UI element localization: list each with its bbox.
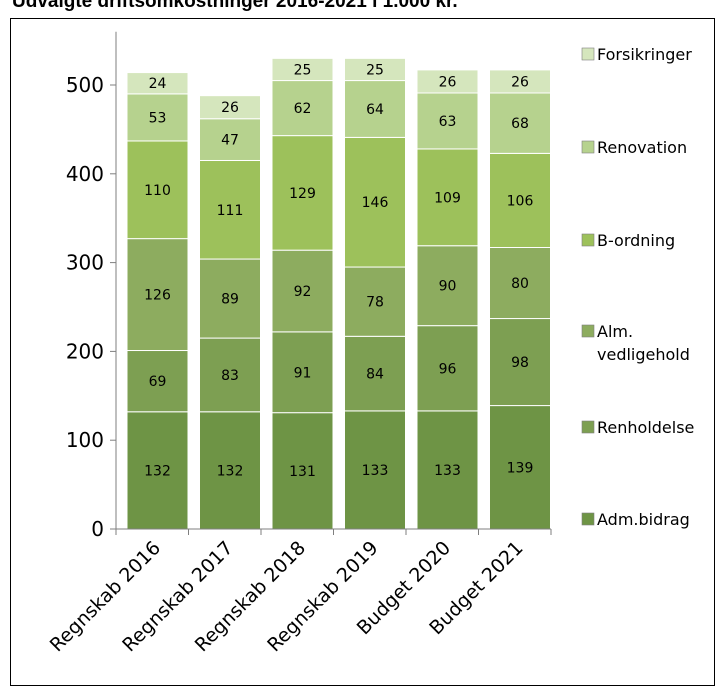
legend-swatch [581,47,595,61]
bar-segment [199,258,261,339]
y-tick-label: 200 [66,339,104,363]
bar-segment [271,135,334,251]
data-label: 111 [217,203,244,219]
data-label: 83 [221,368,239,384]
legend-label: Alm. [597,322,633,341]
data-label: 53 [149,110,167,126]
legend-label: Forsikringer [597,45,692,64]
data-label: 84 [366,367,384,383]
data-label: 25 [366,62,384,78]
bar-segment [489,405,551,530]
bar-segment [126,140,189,240]
data-label: 89 [221,292,239,308]
bar-segment [489,152,551,249]
y-tick-label: 400 [66,162,104,186]
legend-label: Renholdelse [597,418,694,437]
bar-segment [416,69,479,94]
legend-swatch [581,420,595,434]
y-tick-label: 0 [91,517,104,541]
data-label: 132 [144,463,171,479]
chart-title: Udvalgte driftsomkostninger 2016-2021 i … [12,0,458,12]
data-label: 109 [434,190,461,206]
bar-segment [489,247,551,320]
bar-segment [271,249,334,333]
bar-segment [416,325,479,412]
data-label: 106 [507,193,534,209]
bar-segment [271,331,334,414]
legend-label: Renovation [597,138,687,157]
data-label: 25 [294,62,312,78]
bar-segment [199,337,261,413]
data-label: 64 [366,102,384,118]
data-label: 69 [149,374,167,390]
bar-segment [126,411,189,530]
bar-segment [199,411,261,530]
legend-swatch [581,233,595,247]
bar-segment [199,118,261,161]
bar-segment [489,92,551,154]
data-label: 146 [362,195,389,211]
data-label: 126 [144,288,171,304]
legend-swatch [581,512,595,526]
bar-segment [344,266,406,337]
data-label: 98 [511,355,529,371]
y-tick-label: 500 [66,73,104,97]
data-label: 110 [144,183,171,199]
data-label: 132 [217,463,244,479]
data-label: 131 [289,464,316,480]
y-tick-label: 300 [66,251,104,275]
data-label: 24 [149,76,167,92]
data-label: 47 [221,133,239,149]
data-label: 129 [289,186,316,202]
data-label: 139 [507,460,534,476]
bar-segment [126,72,189,95]
bar-segment [126,238,189,352]
legend-swatch [581,140,595,154]
bar-segment [416,245,479,327]
bar-segment [126,93,189,142]
data-label: 80 [511,276,529,292]
data-label: 91 [294,365,312,381]
bar-segment [489,318,551,407]
bar-segment [489,69,551,94]
data-label: 26 [511,74,529,90]
legend-label: vedligehold [597,345,690,364]
data-label: 78 [366,295,384,311]
bar-segment [344,410,406,530]
data-label: 26 [221,100,239,116]
data-label: 90 [439,279,457,295]
data-label: 92 [294,284,312,300]
bar-segment [344,57,406,82]
data-label: 133 [362,463,389,479]
data-label: 96 [439,361,457,377]
y-tick-label: 100 [66,428,104,452]
bar-segment [344,136,406,268]
bar-segment [416,92,479,150]
data-label: 63 [439,114,457,130]
chart-frame [10,18,715,686]
bar-segment [271,80,334,137]
bar-segment [344,335,406,412]
legend-label: B-ordning [597,231,675,250]
bar-segment [199,159,261,260]
bar-segment [199,95,261,120]
data-label: 68 [511,116,529,132]
bar-segment [416,148,479,247]
bar-segment [271,57,334,82]
data-label: 26 [439,74,457,90]
bar-segment [416,410,479,530]
data-label: 62 [294,101,312,117]
legend-swatch [581,324,595,338]
legend-label: Adm.bidrag [597,510,690,529]
data-label: 133 [434,463,461,479]
